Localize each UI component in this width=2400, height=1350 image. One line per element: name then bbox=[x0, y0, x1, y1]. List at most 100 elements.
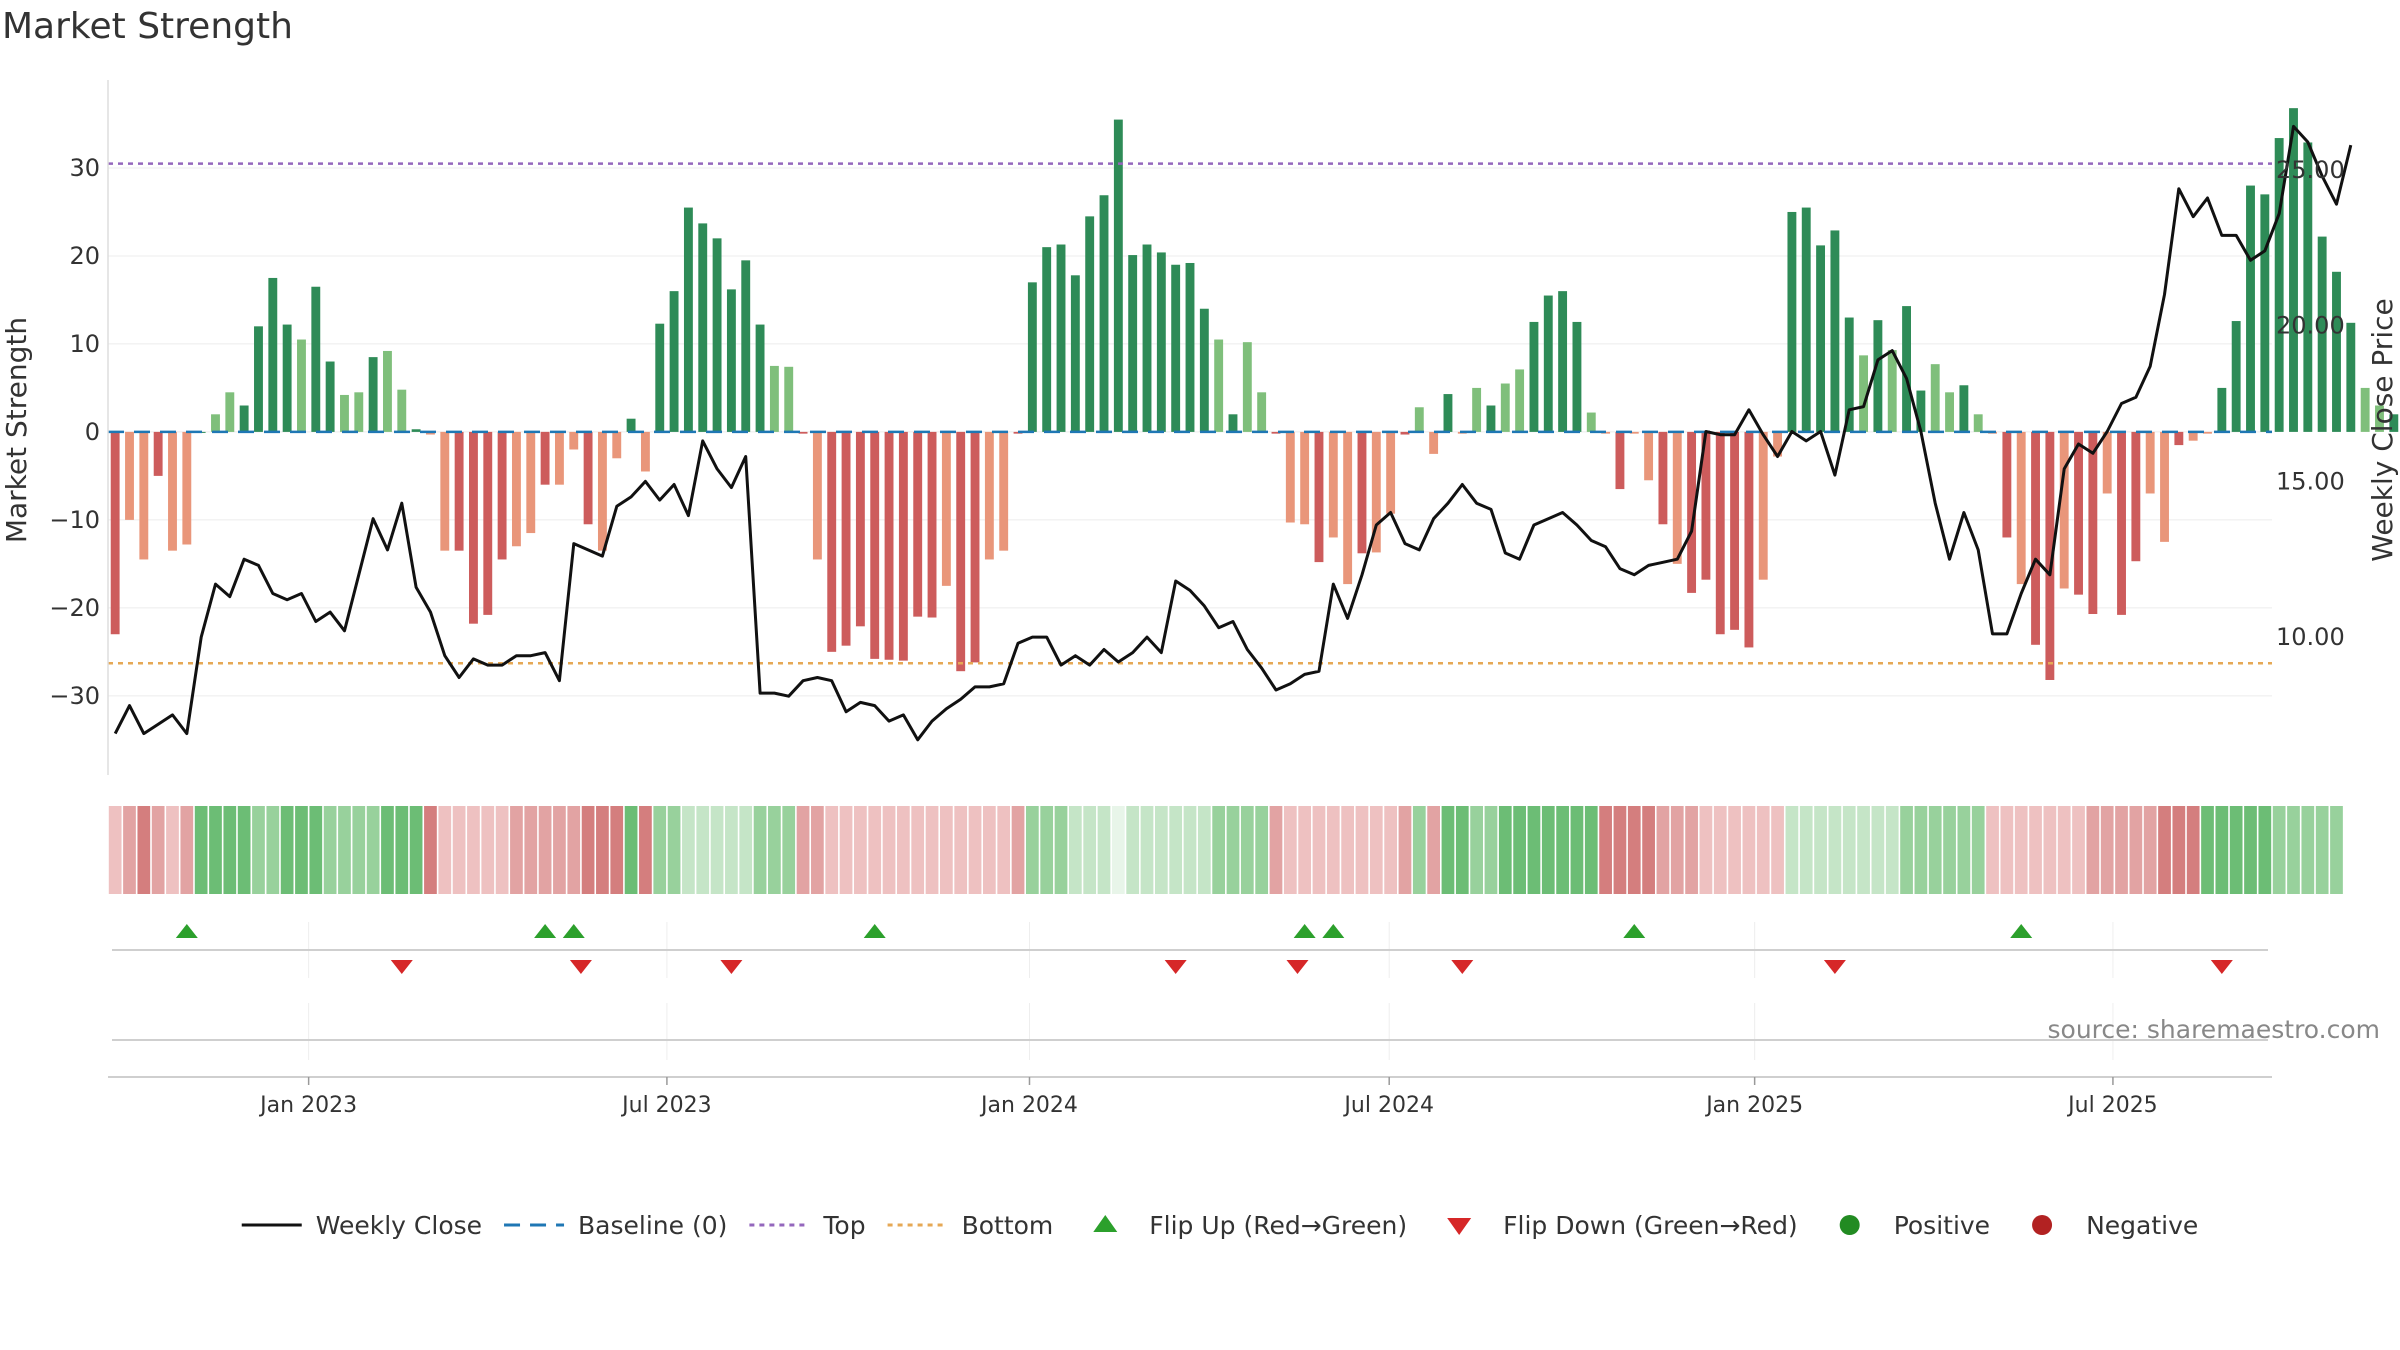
regime-cell bbox=[710, 806, 724, 894]
regime-cell bbox=[1842, 806, 1856, 894]
strength-bar bbox=[2174, 431, 2184, 446]
strength-bar bbox=[913, 431, 923, 617]
flip-up-marker bbox=[175, 924, 198, 938]
strength-bar bbox=[1314, 431, 1324, 563]
regime-cell bbox=[209, 806, 222, 894]
strength-bar bbox=[1486, 405, 1496, 432]
strength-bars bbox=[110, 108, 2399, 680]
strength-bar bbox=[383, 350, 392, 432]
regime-cell bbox=[381, 806, 394, 894]
x-tick-label: Jul 2025 bbox=[2066, 1093, 2158, 1118]
regime-cell bbox=[1857, 806, 1870, 894]
regime-cell bbox=[2014, 806, 2028, 894]
regime-cell bbox=[166, 806, 179, 894]
strength-bar bbox=[1357, 431, 1367, 554]
strength-bar bbox=[655, 323, 665, 432]
regime-cell bbox=[739, 806, 753, 894]
strength-bar bbox=[1902, 306, 1911, 432]
flip-down-marker bbox=[720, 960, 743, 974]
x-tick-label: Jul 2024 bbox=[1342, 1093, 1434, 1118]
regime-cell bbox=[1885, 806, 1899, 894]
strength-bar bbox=[2117, 431, 2126, 615]
strength-bar bbox=[483, 431, 493, 615]
strength-bar bbox=[340, 394, 349, 432]
strength-bar bbox=[2088, 431, 2098, 615]
strength-bar bbox=[1113, 119, 1123, 432]
strength-bar bbox=[2246, 185, 2255, 432]
legend-label: Positive bbox=[1894, 1211, 1990, 1240]
y-tick-label: −20 bbox=[49, 594, 100, 622]
strength-bar bbox=[2375, 405, 2384, 432]
strength-bar bbox=[712, 238, 722, 432]
regime-strip bbox=[108, 806, 2343, 894]
strength-bar bbox=[1830, 230, 1840, 432]
strength-bar bbox=[2102, 431, 2112, 494]
regime-cell bbox=[997, 806, 1011, 894]
regime-cell bbox=[2129, 806, 2143, 894]
source-credit: source: sharemaestro.com bbox=[2047, 1015, 2381, 1044]
regime-cell bbox=[811, 806, 824, 894]
strength-bar bbox=[769, 365, 779, 432]
strength-bar bbox=[454, 431, 464, 551]
strength-bar bbox=[1242, 342, 1252, 432]
regime-cell bbox=[223, 806, 237, 894]
regime-cell bbox=[1441, 806, 1455, 894]
flip-up-marker bbox=[1623, 924, 1646, 938]
flip-up-marker bbox=[562, 924, 585, 938]
strength-bar bbox=[1515, 369, 1525, 432]
strength-bar bbox=[1701, 431, 1711, 580]
regime-cell bbox=[796, 806, 810, 894]
regime-cell bbox=[1728, 806, 1741, 894]
regime-cell bbox=[1943, 806, 1956, 894]
strength-bar bbox=[1156, 252, 1166, 432]
legend-swatch-positive bbox=[1839, 1215, 1860, 1235]
legend-item: Baseline (0) bbox=[504, 1211, 727, 1240]
regime-cell bbox=[2115, 806, 2128, 894]
strength-bar bbox=[254, 326, 263, 432]
legend: Weekly Close Baseline (0) Top Bottom Flip Up… bbox=[241, 1211, 2198, 1240]
regime-cell bbox=[1900, 806, 1913, 894]
regime-cell bbox=[868, 806, 882, 894]
regime-cell bbox=[2158, 806, 2171, 894]
strength-bar bbox=[1945, 392, 1954, 432]
strength-bar bbox=[1128, 255, 1138, 432]
flip-up-marker bbox=[863, 924, 886, 938]
legend-item: Flip Down (Green→Red) bbox=[1447, 1211, 1798, 1240]
flip-up-marker bbox=[1322, 924, 1345, 938]
y-axis-label: Market Strength bbox=[0, 317, 33, 543]
strength-bar bbox=[812, 431, 822, 560]
regime-cell bbox=[897, 806, 910, 894]
strength-bar bbox=[2059, 431, 2069, 589]
legend-item: Top bbox=[749, 1211, 866, 1240]
strength-bar bbox=[1099, 195, 1109, 432]
strength-bar bbox=[1672, 431, 1682, 564]
regime-cell bbox=[667, 806, 681, 894]
strength-bar bbox=[1300, 431, 1310, 525]
x-tick-label: Jan 2023 bbox=[258, 1093, 357, 1118]
strength-bar bbox=[297, 339, 306, 432]
regime-cell bbox=[1613, 806, 1627, 894]
y2-tick-label: 15.00 bbox=[2276, 467, 2345, 495]
strength-bar bbox=[1543, 295, 1553, 432]
strength-bar bbox=[726, 289, 736, 432]
regime-cell bbox=[1670, 806, 1684, 894]
y-tick-label: 30 bbox=[69, 154, 100, 182]
y-tick-label: 10 bbox=[69, 330, 100, 358]
regime-cell bbox=[1713, 806, 1727, 894]
strength-bar bbox=[1429, 431, 1439, 454]
strength-bar bbox=[1070, 275, 1080, 432]
regime-cell bbox=[1183, 806, 1197, 894]
regime-cell bbox=[1255, 806, 1269, 894]
legend-swatch-flip-down bbox=[1447, 1218, 1472, 1235]
strength-bar bbox=[1228, 414, 1238, 432]
legend-item: Flip Up (Red→Green) bbox=[1093, 1211, 1407, 1240]
regime-cell bbox=[1914, 806, 1928, 894]
regime-cell bbox=[309, 806, 323, 894]
flip-down-marker bbox=[1451, 960, 1474, 974]
regime-cell bbox=[1398, 806, 1412, 894]
regime-cell bbox=[1126, 806, 1140, 894]
regime-cell bbox=[1742, 806, 1756, 894]
strength-bar bbox=[970, 431, 980, 663]
strength-bar bbox=[1758, 431, 1768, 580]
regime-cell bbox=[2057, 806, 2071, 894]
